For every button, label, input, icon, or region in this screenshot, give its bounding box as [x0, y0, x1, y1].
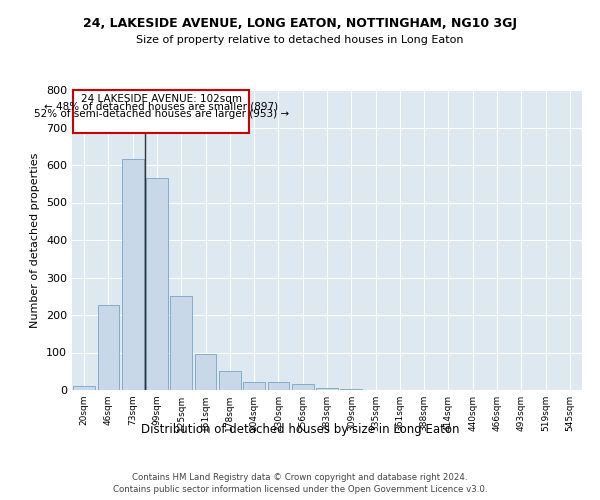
Bar: [316, 388, 338, 390]
Bar: [122, 158, 143, 390]
Text: 24 LAKESIDE AVENUE: 102sqm: 24 LAKESIDE AVENUE: 102sqm: [81, 94, 242, 104]
Bar: [194, 354, 217, 390]
Text: 24, LAKESIDE AVENUE, LONG EATON, NOTTINGHAM, NG10 3GJ: 24, LAKESIDE AVENUE, LONG EATON, NOTTING…: [83, 18, 517, 30]
Text: Distribution of detached houses by size in Long Eaton: Distribution of detached houses by size …: [141, 422, 459, 436]
Bar: [243, 382, 265, 390]
Text: ← 48% of detached houses are smaller (897): ← 48% of detached houses are smaller (89…: [44, 102, 278, 112]
Bar: [73, 386, 95, 390]
Bar: [97, 304, 119, 390]
Bar: [268, 382, 289, 390]
Bar: [292, 384, 314, 390]
FancyBboxPatch shape: [73, 90, 249, 133]
Text: Contains HM Land Registry data © Crown copyright and database right 2024.: Contains HM Land Registry data © Crown c…: [132, 472, 468, 482]
Text: Contains public sector information licensed under the Open Government Licence v3: Contains public sector information licen…: [113, 485, 487, 494]
Y-axis label: Number of detached properties: Number of detached properties: [31, 152, 40, 328]
Text: Size of property relative to detached houses in Long Eaton: Size of property relative to detached ho…: [136, 35, 464, 45]
Bar: [340, 389, 362, 390]
Bar: [146, 178, 168, 390]
Bar: [219, 371, 241, 390]
Text: 52% of semi-detached houses are larger (953) →: 52% of semi-detached houses are larger (…: [34, 109, 289, 118]
Bar: [170, 296, 192, 390]
